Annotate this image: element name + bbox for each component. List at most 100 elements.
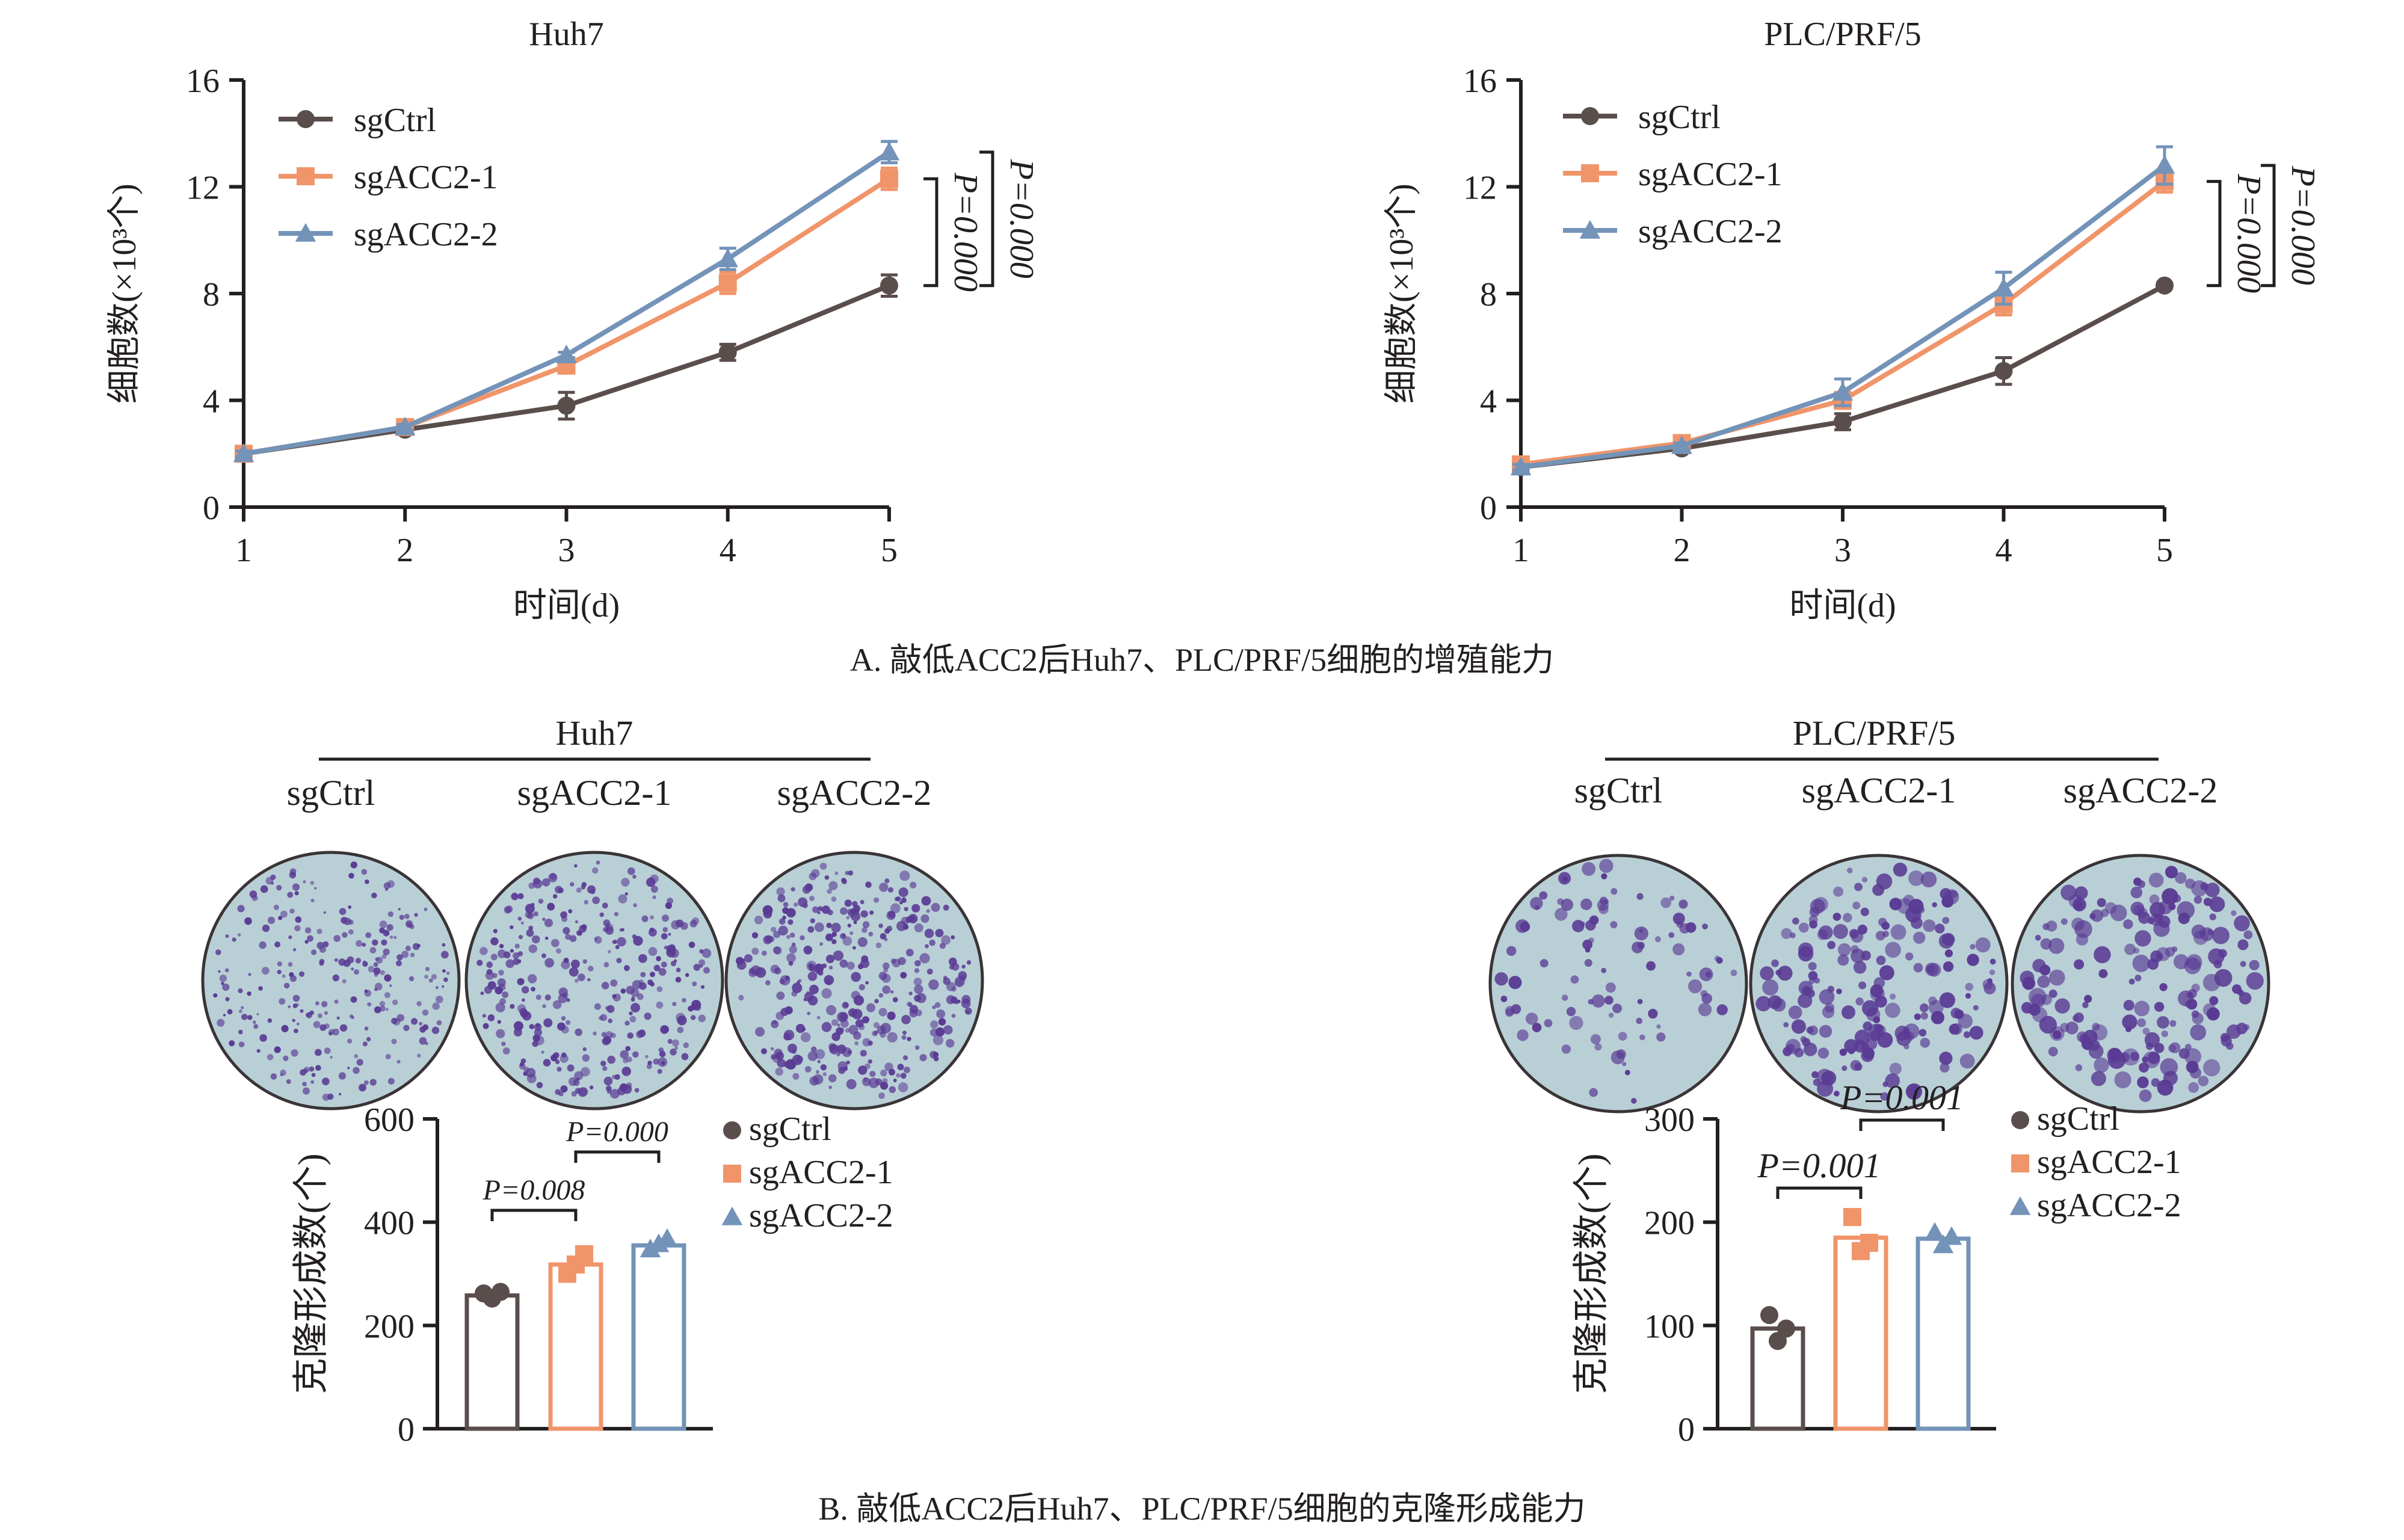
colony-spot: [347, 1067, 350, 1070]
colony-spot: [542, 1004, 546, 1008]
colony-spot: [278, 916, 283, 920]
colony-spot: [667, 1039, 673, 1044]
colony-spot: [869, 910, 874, 915]
y-tick-label: 8: [1480, 276, 1497, 313]
colony-spot: [2137, 907, 2148, 919]
colony-spot: [819, 863, 827, 870]
colony-spot: [848, 909, 856, 917]
colony-spot: [339, 1024, 348, 1032]
colony-spot: [396, 954, 403, 961]
colony-spot: [218, 970, 221, 973]
p-value-label: P=0.000: [947, 172, 984, 292]
colony-spot: [373, 962, 378, 967]
colony-spot: [624, 892, 629, 896]
colony-spot: [901, 1035, 907, 1040]
colony-spot: [825, 933, 833, 941]
colony-spot: [2088, 1044, 2104, 1059]
colony-spot: [744, 954, 753, 963]
colony-spot: [792, 1073, 800, 1080]
colony-spot: [543, 1018, 553, 1027]
colony-spot: [2134, 930, 2151, 947]
colony-spot: [812, 906, 819, 913]
bar-sgACC2-2: [1915, 1236, 1971, 1431]
caption-b: B. 敲低ACC2后Huh7、PLC/PRF/5细胞的克隆形成能力: [818, 1491, 1585, 1527]
x-tick-label: 3: [1834, 532, 1851, 569]
colony-spot: [582, 1054, 590, 1062]
colony-spot: [431, 1026, 440, 1034]
colony-spot: [350, 861, 357, 869]
colony-spot: [878, 993, 884, 998]
colony-spot: [1852, 901, 1861, 910]
p-value-label: P=0.001: [1840, 1078, 1964, 1117]
legend-label: sgACC2-1: [2037, 1144, 2181, 1181]
colony-spot: [751, 947, 759, 955]
colony-spot: [315, 1001, 319, 1006]
colony-spot: [683, 1042, 689, 1049]
colony-spot: [538, 898, 544, 904]
colony-spot: [2122, 1014, 2137, 1030]
colony-spot: [824, 875, 830, 880]
colony-spot: [633, 903, 637, 908]
colony-spot: [1668, 932, 1675, 938]
colony-spot: [289, 908, 295, 914]
colony-spot: [2046, 920, 2057, 932]
y-axis-label: 细胞数(×10³个): [1383, 183, 1420, 404]
colony-spot: [219, 975, 227, 982]
colony-spot: [653, 1058, 659, 1065]
colony-spot: [542, 917, 546, 921]
colony-spot: [792, 1055, 803, 1065]
colony-spot: [1819, 1024, 1832, 1038]
colony-spot: [842, 1047, 852, 1058]
colony-spot: [1970, 944, 1976, 950]
colony-spot: [1679, 923, 1690, 934]
colony-spot: [676, 919, 684, 928]
colony-spot: [575, 920, 579, 923]
colony-spot: [253, 1024, 259, 1029]
colony-spot: [806, 991, 810, 995]
colony-spot: [1963, 1031, 1971, 1038]
colony-spot: [497, 1020, 501, 1024]
y-tick-label: 16: [186, 63, 220, 100]
colony-spot: [479, 947, 488, 955]
replicate-point: [1777, 1319, 1795, 1338]
colony-spot: [330, 1056, 333, 1059]
colony-spot: [339, 908, 347, 915]
colony-spot: [283, 982, 290, 989]
replicate-point: [575, 1245, 593, 1263]
colony-spot: [653, 964, 661, 972]
colony-spot: [2218, 949, 2227, 958]
colony-spot: [1940, 1062, 1950, 1073]
colony-spot: [2156, 953, 2163, 961]
colony-spot: [1624, 1070, 1630, 1076]
colony-spot: [1837, 954, 1849, 966]
colony-spot: [621, 1067, 631, 1076]
colony-spot: [1811, 1071, 1819, 1079]
colony-spot: [748, 967, 755, 974]
colony-spot: [1530, 897, 1543, 910]
colony-spot: [1783, 1022, 1789, 1027]
colony-spot: [1535, 905, 1540, 910]
colony-spot: [634, 1088, 640, 1093]
colony-spot: [510, 925, 514, 929]
colony-spot: [837, 1023, 840, 1027]
colony-spot: [281, 1024, 289, 1032]
colony-spot: [419, 1037, 427, 1045]
colony-spot: [294, 1029, 298, 1033]
colony-spot: [238, 988, 243, 994]
colony-spot: [2042, 923, 2050, 931]
colony-spot: [961, 999, 971, 1009]
colony-spot: [283, 1055, 289, 1062]
significance-bracket: [490, 1209, 578, 1221]
data-point: [880, 276, 898, 295]
colony-spot: [1923, 919, 1936, 932]
data-point: [2156, 276, 2174, 295]
colony-spot: [571, 959, 580, 969]
colony-spot: [836, 1027, 844, 1035]
colony-spot: [816, 1015, 821, 1020]
colony-spot: [698, 1014, 706, 1023]
colony-spot: [553, 894, 558, 899]
colony-spot: [817, 1060, 821, 1064]
colony-spot: [390, 935, 393, 939]
colony-spot: [596, 860, 600, 865]
colony-spot: [831, 1019, 839, 1026]
